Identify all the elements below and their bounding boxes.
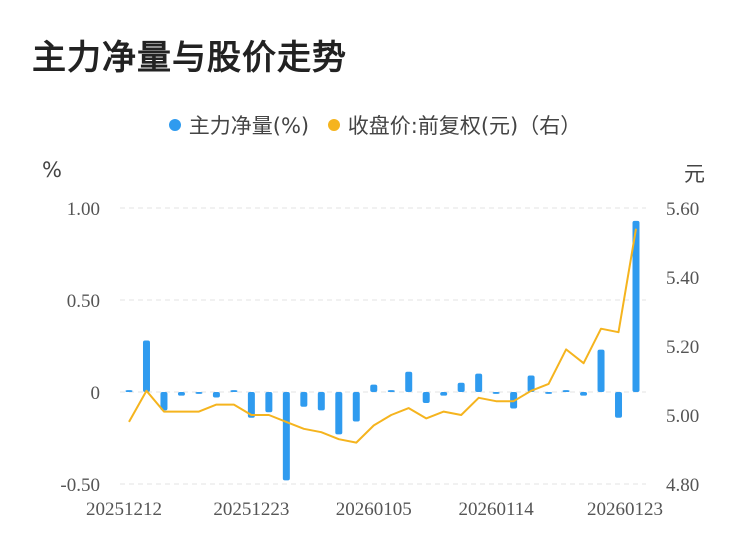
bar-main-net (405, 371, 413, 392)
legend-label-main-net: 主力净量(%) (188, 114, 310, 138)
chart-title: 主力净量与股价走势 (32, 38, 347, 78)
y-right-tick-label: 4.80 (666, 475, 699, 496)
bar-main-net (545, 392, 553, 394)
bar-main-net (527, 375, 535, 392)
y-left-tick-label: -0.50 (60, 475, 100, 496)
y-left-tick-label: 1.00 (67, 199, 100, 220)
x-tick-label: 20251212 (86, 499, 162, 520)
bar-main-net (335, 392, 343, 435)
bar-main-net (440, 392, 448, 396)
bar-main-net (580, 392, 588, 396)
bar-main-net (212, 392, 220, 398)
legend-dot-line (327, 119, 340, 131)
bar-main-net (177, 392, 185, 396)
legend-item-close-price[interactable]: 收盘价:前复权(元)（右） (327, 110, 582, 140)
bar-main-net (352, 392, 360, 422)
bar-main-net (370, 384, 378, 392)
bar-main-net (387, 390, 395, 392)
legend-item-main-net[interactable]: 主力净量(%) (168, 110, 310, 140)
y-left-tick-label: 0 (91, 383, 101, 404)
y-left-tick-label: 0.50 (67, 291, 100, 312)
bar-main-net (492, 392, 500, 394)
y-right-tick-label: 5.20 (666, 337, 699, 358)
x-tick-label: 20251223 (213, 499, 289, 520)
bar-main-net (475, 373, 483, 392)
x-tick-label: 20260114 (458, 499, 534, 520)
legend-dot-bar (168, 119, 181, 131)
bar-main-net (247, 392, 255, 418)
x-tick-label: 20260105 (336, 499, 412, 520)
bar-main-net (615, 392, 623, 418)
y-right-tick-label: 5.60 (666, 199, 699, 220)
left-axis-unit: % (42, 158, 62, 182)
bar-main-net (597, 349, 605, 392)
bar-main-net (230, 390, 238, 392)
bar-main-net (160, 392, 168, 411)
y-right-tick-label: 5.00 (666, 406, 699, 427)
bar-main-net (265, 392, 273, 413)
bar-main-net (142, 340, 150, 392)
bar-main-net (457, 382, 465, 392)
bar-main-net (125, 390, 133, 392)
bar-main-net (300, 392, 308, 407)
bar-main-net (562, 390, 570, 392)
bar-main-net (422, 392, 430, 404)
legend-label-close-price: 收盘价:前复权(元)（右） (347, 114, 582, 138)
bar-main-net (195, 392, 203, 394)
bar-main-net (317, 392, 325, 411)
x-tick-label: 20260123 (587, 499, 663, 520)
legend: 主力净量(%) 收盘价:前复权(元)（右） (0, 110, 750, 140)
bar-main-net (632, 220, 640, 392)
right-axis-unit: 元 (684, 162, 705, 186)
bar-main-net (282, 392, 290, 481)
line-close-price (128, 228, 637, 444)
y-right-tick-label: 5.40 (666, 268, 699, 289)
